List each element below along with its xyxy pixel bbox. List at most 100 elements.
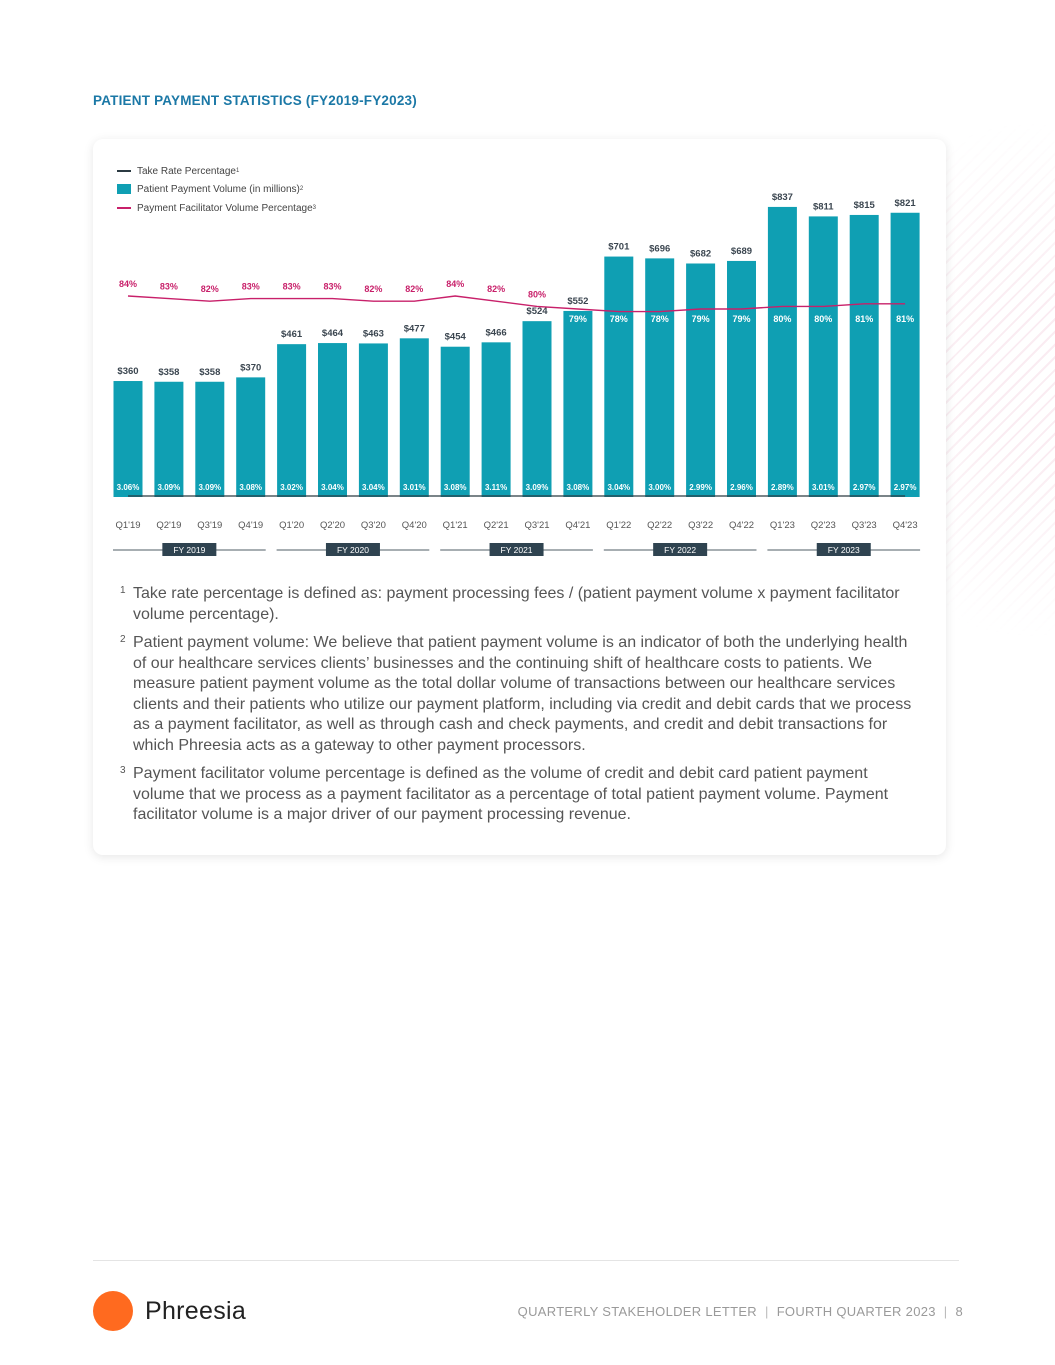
volume-bar xyxy=(113,381,143,497)
legend-label: Payment Facilitator Volume Percentage xyxy=(137,202,313,214)
footer-letter: QUARTERLY STAKEHOLDER LETTER xyxy=(517,1304,757,1319)
phreesia-logo: Phreesia xyxy=(93,1291,246,1331)
footnote-text: Patient payment volume: We believe that … xyxy=(133,634,912,754)
logo-circle-icon xyxy=(93,1291,133,1331)
footer-divider xyxy=(93,1260,959,1261)
facilitator-label: 84% xyxy=(446,279,464,289)
quarter-label: Q1'23 xyxy=(770,520,795,531)
volume-label: $689 xyxy=(731,246,752,257)
quarter-label: Q3'22 xyxy=(688,520,713,531)
facilitator-label: 83% xyxy=(283,282,301,292)
quarter-label: Q1'22 xyxy=(606,520,631,531)
facilitator-label: 83% xyxy=(160,282,178,292)
legend-item-volume: Patient Payment Volume (in millions) 2 xyxy=(117,181,316,197)
fiscal-year-label: FY 2022 xyxy=(664,545,696,555)
volume-bar xyxy=(236,377,266,497)
quarter-label: Q3'23 xyxy=(852,520,877,531)
facilitator-label: 82% xyxy=(364,284,382,294)
volume-bar xyxy=(440,346,470,497)
legend-item-take-rate: Take Rate Percentage 1 xyxy=(117,163,316,179)
fiscal-year-badge xyxy=(489,543,544,556)
take-rate-label: 3.09% xyxy=(198,483,221,492)
volume-bar xyxy=(767,206,797,498)
volume-label: $358 xyxy=(158,367,179,378)
volume-label: $682 xyxy=(690,248,711,259)
page-title: PATIENT PAYMENT STATISTICS (FY2019-FY202… xyxy=(93,93,417,108)
facilitator-label: 82% xyxy=(201,284,219,294)
take-rate-label: 2.97% xyxy=(894,483,917,492)
quarter-label: Q3'20 xyxy=(361,520,386,531)
facilitator-line xyxy=(127,295,906,313)
footer-quarter: FOURTH QUARTER 2023 xyxy=(776,1304,936,1319)
footnote-text: Payment facilitator volume percentage is… xyxy=(133,765,889,823)
footnote-3: 3 Payment facilitator volume percentage i… xyxy=(120,764,920,826)
quarter-label: Q4'19 xyxy=(238,520,263,531)
volume-bar xyxy=(481,342,511,497)
legend-item-facilitator: Payment Facilitator Volume Percentage 3 xyxy=(117,200,316,216)
quarter-label: Q4'22 xyxy=(729,520,754,531)
take-rate-label: 3.04% xyxy=(607,483,630,492)
take-rate-label: 3.06% xyxy=(117,483,140,492)
volume-bar xyxy=(727,260,756,497)
volume-bar xyxy=(154,381,184,497)
take-rate-label: 3.08% xyxy=(567,483,590,492)
legend-sup: 1 xyxy=(235,168,240,174)
volume-bar xyxy=(849,214,879,497)
quarter-label: Q2'19 xyxy=(156,520,181,531)
volume-bar xyxy=(195,381,225,497)
fiscal-year-label: FY 2021 xyxy=(501,545,533,555)
volume-label: $454 xyxy=(445,332,467,343)
take-rate-label: 3.01% xyxy=(403,483,426,492)
take-rate-label: 2.97% xyxy=(853,483,876,492)
take-rate-label: 3.08% xyxy=(444,483,467,492)
volume-label: $477 xyxy=(404,323,425,334)
quarter-label: Q2'22 xyxy=(647,520,672,531)
fiscal-year-badge xyxy=(325,543,380,556)
volume-bar xyxy=(604,256,634,497)
take-rate-label: 3.02% xyxy=(280,483,303,492)
facilitator-label: 80% xyxy=(528,289,546,299)
facilitator-label: 81% xyxy=(896,314,914,324)
facilitator-label: 80% xyxy=(814,314,832,324)
take-rate-label: 3.01% xyxy=(812,483,835,492)
legend-label: Take Rate Percentage xyxy=(137,165,236,177)
volume-bar xyxy=(358,343,388,497)
volume-label: $837 xyxy=(772,192,793,203)
quarter-label: Q2'20 xyxy=(320,520,345,531)
volume-label: $815 xyxy=(854,200,876,211)
footnote-text: Take rate percentage is defined as: paym… xyxy=(133,585,900,623)
take-rate-label: 3.11% xyxy=(485,483,507,492)
facilitator-label: 82% xyxy=(487,284,505,294)
chart-legend: Take Rate Percentage 1 Patient Payment Vo… xyxy=(117,163,316,218)
quarter-label: Q1'21 xyxy=(443,520,468,531)
legend-swatch-volume xyxy=(117,184,131,194)
volume-label: $811 xyxy=(813,201,834,212)
logo-wordmark: Phreesia xyxy=(145,1296,247,1325)
legend-sup: 2 xyxy=(299,186,304,192)
legend-swatch-take-rate xyxy=(117,170,131,172)
take-rate-label: 2.89% xyxy=(771,483,794,492)
volume-bar xyxy=(522,321,552,497)
facilitator-label: 84% xyxy=(119,279,137,289)
quarter-label: Q2'23 xyxy=(811,520,836,531)
volume-bar xyxy=(399,338,429,497)
legend-swatch-facilitator xyxy=(117,207,131,209)
volume-label: $524 xyxy=(526,306,548,317)
fiscal-year-label: FY 2023 xyxy=(828,545,860,555)
volume-label: $552 xyxy=(567,296,588,307)
volume-bar xyxy=(645,258,675,497)
payment-statistics-chart: $360 $358 $358 $370 $461 $464 $463 $477 $454 $466… xyxy=(113,192,921,556)
take-rate-label: 3.00% xyxy=(648,483,671,492)
footnote-number: 3 xyxy=(120,765,126,776)
volume-bar xyxy=(318,343,347,497)
take-rate-label: 3.09% xyxy=(526,483,549,492)
quarter-label: Q3'21 xyxy=(524,520,549,531)
fiscal-year-badge xyxy=(653,543,708,556)
legend-label: Patient Payment Volume (in millions) xyxy=(137,183,300,195)
facilitator-label: 78% xyxy=(651,314,669,324)
take-rate-label: 3.08% xyxy=(239,483,262,492)
facilitator-label: 78% xyxy=(610,314,628,324)
quarter-label: Q3'19 xyxy=(197,520,222,531)
volume-label: $701 xyxy=(608,242,630,253)
volume-bar xyxy=(277,344,307,497)
